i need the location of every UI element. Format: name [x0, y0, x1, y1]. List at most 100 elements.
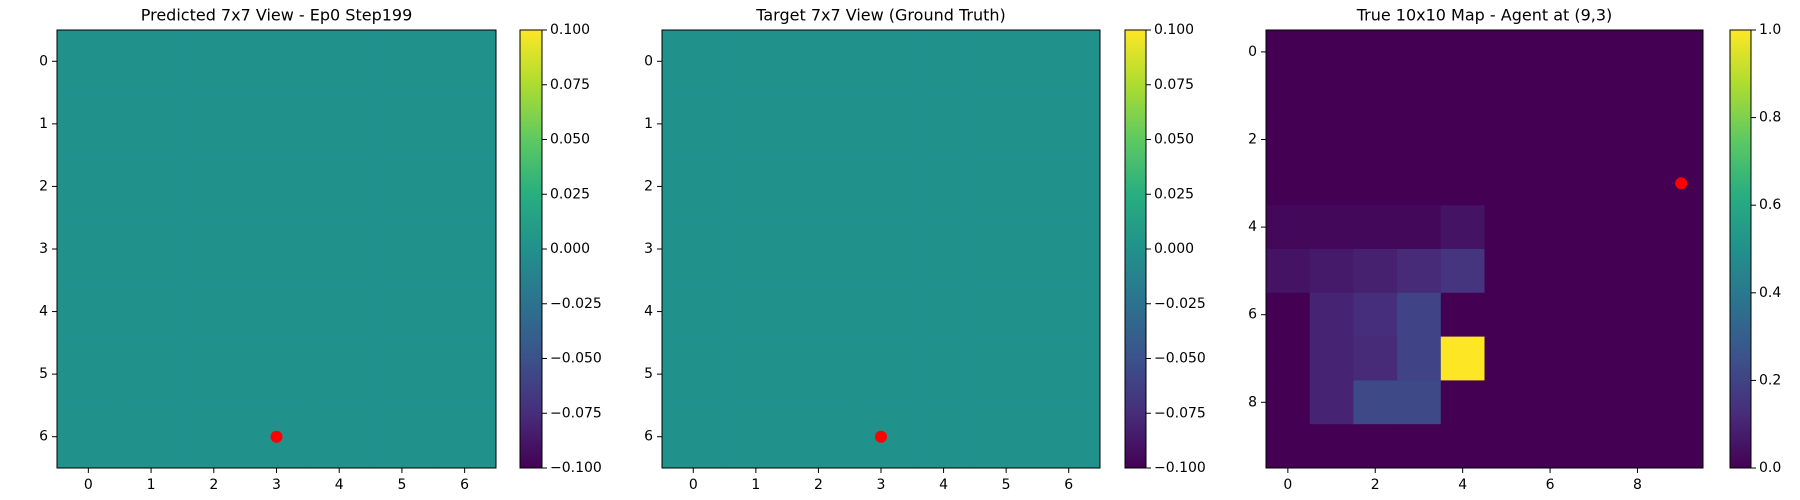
colorbar-tick-label: 0.050: [550, 132, 590, 148]
agent-marker: [270, 430, 283, 443]
x-tick-label: 5: [1002, 477, 1011, 493]
x-tick-label: 6: [1546, 477, 1555, 493]
heatmap-cell: [1037, 280, 1101, 344]
colorbar-tick-label: −0.025: [1154, 296, 1206, 312]
heatmap-cell: [1266, 424, 1311, 469]
heatmap-cell: [307, 155, 372, 219]
colorbar: [1729, 29, 1752, 469]
heatmap-cell: [1659, 249, 1704, 294]
heatmap-cell: [57, 405, 121, 469]
y-tick-label: 0: [644, 53, 653, 69]
heatmap-cell: [1484, 205, 1529, 250]
x-tick-label: 4: [1458, 477, 1467, 493]
heatmap-cell: [662, 342, 726, 406]
colorbar-tick-label: −0.050: [550, 351, 602, 367]
x-tick-label: 1: [147, 477, 156, 493]
heatmap-cell: [433, 405, 497, 469]
heatmap-cell: [1484, 30, 1529, 75]
colorbar-tick-label: 0.025: [550, 186, 590, 202]
heatmap-cell: [912, 155, 976, 219]
heatmap-cell: [1309, 161, 1354, 206]
heatmap-cell: [1309, 249, 1354, 294]
heatmap-cell: [1571, 117, 1617, 162]
heatmap-cell: [1615, 205, 1660, 250]
heatmap-cell: [1266, 73, 1311, 119]
heatmap-cell: [119, 280, 183, 344]
chart-title: Predicted 7x7 View - Ep0 Step199: [141, 6, 413, 25]
heatmap-cell: [1397, 73, 1442, 119]
heatmap-cell: [724, 405, 788, 469]
heatmap-cell: [849, 92, 913, 156]
heatmap-cell: [1528, 161, 1573, 206]
agent-marker: [875, 430, 887, 443]
heatmap-cell: [1309, 424, 1354, 469]
colorbar-tick-label: 0.075: [1154, 77, 1194, 93]
heatmap-cell: [370, 280, 434, 344]
heatmap-cell: [1484, 161, 1529, 206]
heatmap-cell: [182, 342, 246, 406]
heatmap-cell: [57, 342, 121, 406]
heatmap-cell: [182, 92, 246, 156]
heatmap-cell: [1353, 117, 1398, 162]
heatmap-cell: [245, 217, 309, 281]
colorbar-tick-label: −0.025: [550, 296, 602, 312]
heatmap-cell: [1571, 249, 1617, 294]
heatmap-cell: [119, 30, 183, 94]
heatmap-cell: [1484, 424, 1529, 469]
heatmap-cell: [1484, 249, 1529, 294]
heatmap-cell: [307, 280, 372, 344]
heatmap-cell: [245, 92, 309, 156]
heatmap-cell: [1037, 217, 1101, 281]
x-tick-label: 4: [335, 477, 344, 493]
heatmap-cell: [1528, 380, 1573, 425]
heatmap-cell: [1397, 292, 1442, 338]
heatmap-cell: [1440, 249, 1485, 294]
heatmap-cell: [433, 30, 497, 94]
y-tick-label: 2: [644, 178, 653, 194]
heatmap-cell: [974, 405, 1038, 469]
colorbar-tick-label: 1.0: [1759, 22, 1781, 38]
heatmap-cell: [1309, 73, 1354, 119]
y-tick-label: 6: [1248, 307, 1257, 323]
heatmap-cell: [1353, 292, 1398, 338]
x-tick-label: 1: [751, 477, 760, 493]
colorbar-tick-label: −0.100: [1154, 460, 1206, 476]
heatmap-cell: [182, 280, 246, 344]
x-tick-label: 0: [84, 477, 93, 493]
heatmap-cell: [1353, 424, 1398, 469]
heatmap-cell: [1309, 117, 1354, 162]
heatmap-cell: [1397, 161, 1442, 206]
heatmap-cell: [370, 155, 434, 219]
y-tick-label: 6: [644, 429, 653, 445]
heatmap-cell: [1266, 380, 1311, 425]
heatmap-cell: [974, 342, 1038, 406]
heatmap-cell: [1659, 292, 1704, 338]
heatmap-cell: [1440, 380, 1485, 425]
heatmap-cell: [1440, 336, 1485, 381]
heatmap-cell: [1484, 73, 1529, 119]
colorbar-tick-label: 0.000: [1154, 241, 1194, 257]
heatmap-cell: [245, 280, 309, 344]
x-tick-label: 6: [1064, 477, 1073, 493]
colorbar-tick-label: 0.8: [1759, 110, 1781, 126]
x-tick-label: 0: [1283, 477, 1292, 493]
heatmap-cell: [1309, 205, 1354, 250]
heatmap-cell: [1353, 380, 1398, 425]
colorbar-tick-label: 0.4: [1759, 285, 1781, 301]
heatmap-cell: [1037, 30, 1101, 94]
heatmap-cell: [1397, 117, 1442, 162]
heatmap-cell: [974, 280, 1038, 344]
heatmap-cell: [1353, 161, 1398, 206]
heatmap-cell: [1309, 292, 1354, 338]
heatmap-cell: [849, 217, 913, 281]
heatmap-cell: [1484, 117, 1529, 162]
heatmap-cell: [119, 92, 183, 156]
heatmap-cell: [787, 217, 851, 281]
heatmap-cell: [1615, 161, 1660, 206]
heatmap-cell: [662, 155, 726, 219]
heatmap-cell: [307, 405, 372, 469]
colorbar: [1124, 29, 1147, 469]
heatmap-cell: [1659, 30, 1704, 75]
heatmap-cell: [1353, 249, 1398, 294]
heatmap-cell: [1440, 30, 1485, 75]
